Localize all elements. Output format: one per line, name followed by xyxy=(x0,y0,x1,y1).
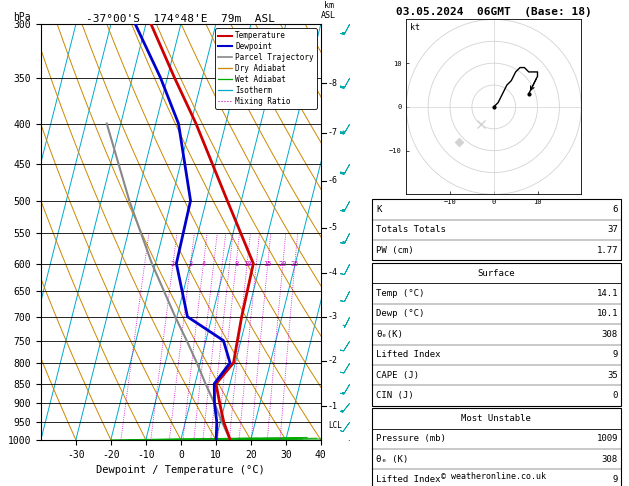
Text: Temp (°C): Temp (°C) xyxy=(376,289,425,298)
Text: 8: 8 xyxy=(234,260,238,266)
Text: θₑ(K): θₑ(K) xyxy=(376,330,403,339)
X-axis label: Dewpoint / Temperature (°C): Dewpoint / Temperature (°C) xyxy=(96,465,265,475)
Text: CIN (J): CIN (J) xyxy=(376,391,414,400)
Text: 0: 0 xyxy=(613,391,618,400)
Text: Totals Totals: Totals Totals xyxy=(376,226,446,234)
Text: θₑ (K): θₑ (K) xyxy=(376,455,408,464)
Text: Lifted Index: Lifted Index xyxy=(376,475,441,484)
Text: 6: 6 xyxy=(613,205,618,214)
Text: Pressure (mb): Pressure (mb) xyxy=(376,434,446,443)
Text: -3: -3 xyxy=(328,312,338,321)
Text: 308: 308 xyxy=(602,330,618,339)
Text: Surface: Surface xyxy=(477,269,515,278)
Text: kt: kt xyxy=(409,23,420,32)
Text: 3: 3 xyxy=(189,260,192,266)
Text: 03.05.2024  06GMT  (Base: 18): 03.05.2024 06GMT (Base: 18) xyxy=(396,7,592,17)
Text: K: K xyxy=(376,205,382,214)
Text: 1.77: 1.77 xyxy=(596,246,618,255)
Text: km
ASL: km ASL xyxy=(321,1,336,20)
Text: -7: -7 xyxy=(328,128,338,138)
Legend: Temperature, Dewpoint, Parcel Trajectory, Dry Adiabat, Wet Adiabat, Isotherm, Mi: Temperature, Dewpoint, Parcel Trajectory… xyxy=(215,28,317,109)
Text: 25: 25 xyxy=(291,260,299,266)
Text: 2: 2 xyxy=(171,260,175,266)
Text: -1: -1 xyxy=(328,401,338,411)
Text: 37: 37 xyxy=(607,226,618,234)
Text: -5: -5 xyxy=(328,223,338,232)
Text: PW (cm): PW (cm) xyxy=(376,246,414,255)
Text: 35: 35 xyxy=(607,371,618,380)
Text: 308: 308 xyxy=(602,455,618,464)
Text: 15: 15 xyxy=(264,260,272,266)
Text: -4: -4 xyxy=(328,268,338,277)
Text: 14.1: 14.1 xyxy=(596,289,618,298)
Text: 20: 20 xyxy=(279,260,287,266)
Text: -6: -6 xyxy=(328,176,338,185)
Text: 9: 9 xyxy=(613,475,618,484)
Text: CAPE (J): CAPE (J) xyxy=(376,371,419,380)
Text: Lifted Index: Lifted Index xyxy=(376,350,441,359)
Text: 10.1: 10.1 xyxy=(596,310,618,318)
Title: -37°00'S  174°48'E  79m  ASL: -37°00'S 174°48'E 79m ASL xyxy=(86,14,276,23)
Y-axis label: hPa: hPa xyxy=(0,222,2,242)
Text: 4: 4 xyxy=(201,260,206,266)
Text: -8: -8 xyxy=(328,79,338,88)
Text: hPa: hPa xyxy=(13,12,31,22)
Text: 9: 9 xyxy=(613,350,618,359)
Text: LCL: LCL xyxy=(328,421,342,430)
Text: 1009: 1009 xyxy=(596,434,618,443)
Text: Dewp (°C): Dewp (°C) xyxy=(376,310,425,318)
Text: © weatheronline.co.uk: © weatheronline.co.uk xyxy=(442,472,546,481)
Text: 10: 10 xyxy=(243,260,252,266)
Text: Most Unstable: Most Unstable xyxy=(462,414,532,423)
Text: -2: -2 xyxy=(328,356,338,365)
